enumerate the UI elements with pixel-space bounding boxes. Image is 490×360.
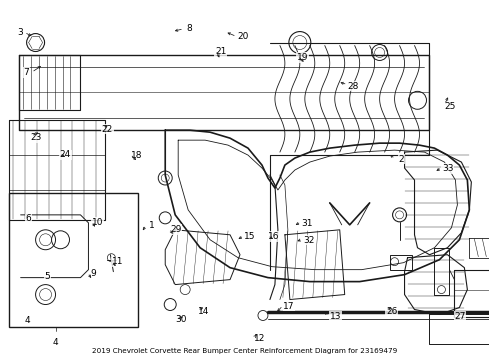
Text: 30: 30	[176, 315, 187, 324]
Text: 6: 6	[25, 214, 31, 223]
Text: 24: 24	[60, 150, 71, 159]
Text: 12: 12	[254, 334, 266, 343]
Text: 23: 23	[31, 133, 42, 142]
Text: 21: 21	[215, 47, 226, 56]
Text: 9: 9	[91, 269, 97, 278]
Text: 28: 28	[348, 82, 359, 91]
Bar	[454, 270, 490, 318]
Text: 16: 16	[268, 232, 279, 241]
Text: 18: 18	[131, 151, 142, 160]
Bar	[390, 255, 412, 270]
Text: 4: 4	[53, 338, 58, 347]
Text: 10: 10	[92, 218, 103, 227]
Text: 14: 14	[198, 307, 209, 316]
Text: 17: 17	[283, 302, 294, 311]
Text: 33: 33	[442, 164, 454, 173]
Text: 32: 32	[303, 236, 314, 245]
Text: 27: 27	[454, 312, 466, 321]
Text: 2019 Chevrolet Corvette Rear Bumper Center Reinforcement Diagram for 23169479: 2019 Chevrolet Corvette Rear Bumper Cent…	[93, 348, 397, 354]
Text: 5: 5	[44, 271, 50, 280]
Bar	[9, 193, 138, 328]
Text: 31: 31	[301, 219, 313, 228]
Text: 3: 3	[17, 28, 23, 37]
Text: 4: 4	[25, 316, 30, 325]
Text: 11: 11	[112, 257, 123, 266]
Text: 25: 25	[444, 102, 456, 111]
Text: 22: 22	[101, 125, 113, 134]
Text: 29: 29	[170, 225, 181, 234]
Text: 26: 26	[386, 307, 397, 316]
Text: 13: 13	[330, 312, 341, 321]
Text: 15: 15	[244, 232, 256, 241]
Text: 1: 1	[149, 221, 155, 230]
Text: 8: 8	[186, 24, 192, 33]
Text: 20: 20	[237, 32, 248, 41]
Text: 19: 19	[297, 53, 308, 62]
Text: 2: 2	[398, 155, 404, 164]
Text: 7: 7	[23, 68, 29, 77]
